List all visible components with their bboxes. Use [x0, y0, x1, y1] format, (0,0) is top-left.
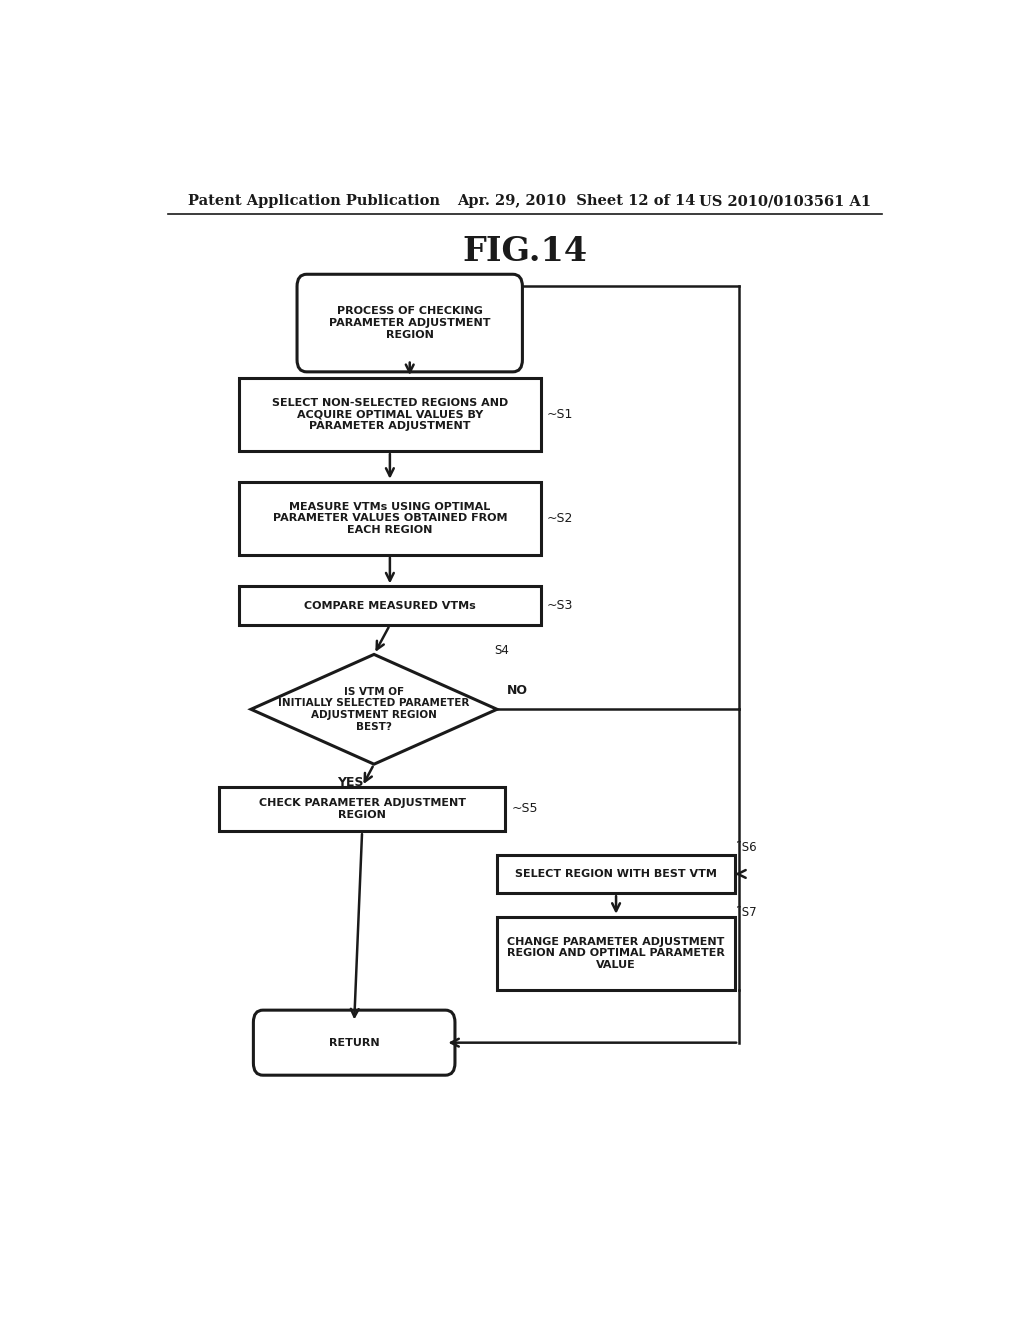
Bar [240, 378, 541, 451]
Text: ~S3: ~S3 [547, 599, 573, 612]
Text: CHANGE PARAMETER ADJUSTMENT
REGION AND OPTIMAL PARAMETER
VALUE: CHANGE PARAMETER ADJUSTMENT REGION AND O… [507, 937, 725, 970]
Text: YES: YES [337, 776, 364, 789]
Text: US 2010/0103561 A1: US 2010/0103561 A1 [699, 194, 871, 209]
Text: MEASURE VTMs USING OPTIMAL
PARAMETER VALUES OBTAINED FROM
EACH REGION: MEASURE VTMs USING OPTIMAL PARAMETER VAL… [272, 502, 507, 535]
Bar [497, 854, 735, 894]
Bar [240, 482, 541, 554]
Text: FIG.14: FIG.14 [462, 235, 588, 268]
Text: S4: S4 [495, 644, 510, 657]
Polygon shape [251, 655, 497, 764]
Text: ~S5: ~S5 [511, 803, 538, 816]
Text: SELECT REGION WITH BEST VTM: SELECT REGION WITH BEST VTM [515, 869, 717, 879]
FancyBboxPatch shape [297, 275, 522, 372]
Text: ˜S7: ˜S7 [736, 906, 757, 919]
Text: COMPARE MEASURED VTMs: COMPARE MEASURED VTMs [304, 601, 476, 611]
Text: Patent Application Publication: Patent Application Publication [187, 194, 439, 209]
Text: ~S1: ~S1 [547, 408, 573, 421]
FancyBboxPatch shape [253, 1010, 455, 1076]
Text: CHECK PARAMETER ADJUSTMENT
REGION: CHECK PARAMETER ADJUSTMENT REGION [259, 799, 466, 820]
Text: RETURN: RETURN [329, 1038, 380, 1048]
Text: ~S2: ~S2 [547, 512, 573, 525]
Text: PROCESS OF CHECKING
PARAMETER ADJUSTMENT
REGION: PROCESS OF CHECKING PARAMETER ADJUSTMENT… [329, 306, 490, 339]
Text: ˜S6: ˜S6 [736, 841, 757, 854]
Text: IS VTM OF
INITIALLY SELECTED PARAMETER
ADJUSTMENT REGION
BEST?: IS VTM OF INITIALLY SELECTED PARAMETER A… [279, 686, 470, 731]
Bar [240, 586, 541, 624]
Text: NO: NO [507, 685, 527, 697]
Text: Apr. 29, 2010  Sheet 12 of 14: Apr. 29, 2010 Sheet 12 of 14 [458, 194, 695, 209]
Bar [219, 787, 505, 832]
Text: SELECT NON-SELECTED REGIONS AND
ACQUIRE OPTIMAL VALUES BY
PARAMETER ADJUSTMENT: SELECT NON-SELECTED REGIONS AND ACQUIRE … [271, 397, 508, 432]
Bar [497, 916, 735, 990]
